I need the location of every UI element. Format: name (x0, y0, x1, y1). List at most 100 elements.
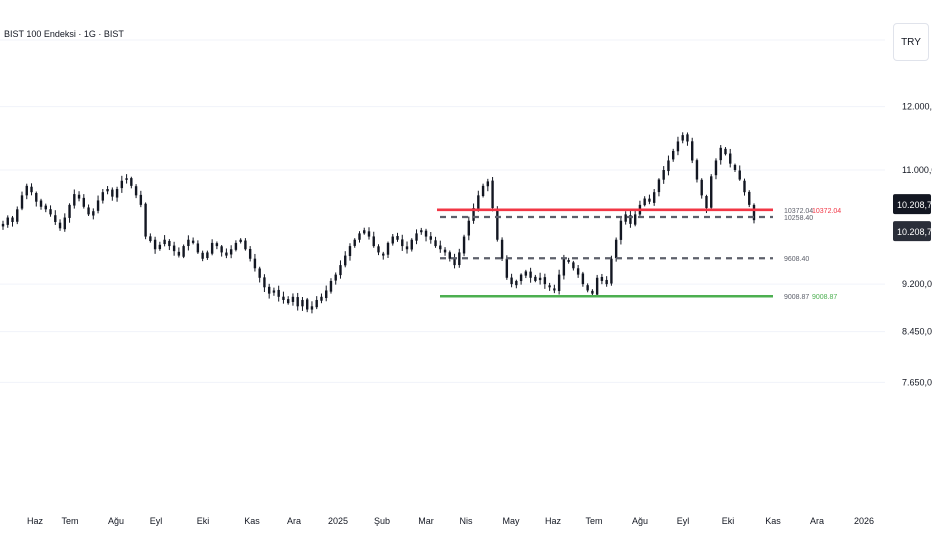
candle-body (591, 290, 594, 294)
candle-body (296, 297, 299, 307)
candle-body (486, 181, 490, 187)
candle-body (11, 217, 14, 222)
level-label: 9608.40 (784, 256, 809, 263)
candle-body (652, 192, 656, 203)
candle-body (244, 240, 247, 250)
x-tick-label: Eyl (677, 516, 690, 526)
candle-body (320, 296, 323, 301)
candle-body (348, 246, 352, 256)
candle-body (234, 242, 238, 250)
candle-body (20, 195, 24, 209)
y-tick-label: 7.650,00 (902, 377, 932, 387)
candle-body (163, 239, 166, 245)
candle-body (748, 191, 751, 205)
x-tick-label: Mar (418, 516, 434, 526)
candle-body (386, 242, 390, 255)
candle-body (624, 214, 627, 222)
x-tick-label: 2025 (328, 516, 348, 526)
candle-body (671, 150, 675, 160)
candle-body (491, 180, 494, 209)
candle-body (182, 246, 185, 257)
candle-body (49, 209, 52, 215)
candle-body (524, 271, 528, 276)
candle-body (439, 245, 442, 250)
candle-body (16, 209, 19, 222)
candle-body (177, 251, 181, 256)
candle-body (481, 185, 485, 196)
candle-body (548, 285, 551, 288)
candle-body (572, 262, 575, 269)
candle-body (562, 258, 566, 276)
candle-body (92, 211, 95, 216)
level-label: 9008.87 (784, 294, 809, 301)
candle-body (68, 204, 71, 218)
candle-body (586, 285, 589, 291)
level-label: 10372.04 (812, 208, 841, 215)
candle-body (401, 239, 404, 247)
candle-body (405, 246, 409, 250)
candle-body (600, 276, 604, 281)
x-tick-label: May (502, 516, 520, 526)
candle-body (329, 280, 333, 292)
candle-body (415, 233, 418, 241)
candle-body (367, 231, 371, 237)
candle-body (282, 296, 285, 300)
last-price-badge (893, 194, 931, 215)
candle-body (743, 180, 746, 193)
candle-body (372, 236, 375, 247)
candle-body (263, 277, 266, 288)
candle-body (187, 239, 190, 246)
candle-body (325, 290, 328, 299)
candle-body (267, 286, 271, 294)
candle-body (353, 239, 356, 246)
candle-body (39, 200, 43, 207)
candle-body (619, 220, 623, 240)
x-tick-label: Tem (61, 516, 78, 526)
candle-body (196, 243, 200, 253)
candle-body (210, 242, 214, 254)
candle-body (172, 245, 176, 252)
last-price-label: 10.208,76 (897, 200, 932, 210)
candle-body (710, 176, 713, 208)
candle-body (382, 253, 385, 256)
currency-button[interactable]: TRY (893, 23, 929, 61)
candle-body (610, 258, 613, 284)
x-tick-label: Ara (287, 516, 301, 526)
symbol-title: BIST 100 Endeksi · 1G · BIST (4, 29, 124, 39)
candle-body (724, 148, 727, 155)
candle-body (115, 189, 119, 198)
candle-body (434, 240, 437, 247)
candle-body (657, 179, 661, 193)
candle-body (286, 299, 290, 304)
candle-body (705, 196, 708, 209)
candle-body (695, 160, 699, 180)
candle-body (206, 252, 209, 259)
x-tick-label: 2026 (854, 516, 874, 526)
candle-body (534, 276, 537, 281)
candle-body (614, 239, 618, 259)
last-price-badge (893, 221, 931, 242)
y-tick-label: 9.200,00 (902, 279, 932, 289)
candle-body (134, 186, 138, 196)
candle-body (700, 179, 703, 196)
x-tick-label: Eki (722, 516, 735, 526)
y-tick-label: 12.000,00 (902, 102, 932, 112)
candle-body (30, 186, 33, 193)
candle-body (87, 207, 90, 215)
candle-body (633, 214, 637, 225)
candle-body (35, 193, 38, 202)
candle-body (77, 194, 81, 199)
candle-body (44, 205, 47, 210)
candle-body (662, 170, 665, 180)
candle-body (139, 194, 143, 205)
candle-body (248, 248, 252, 259)
candle-body (410, 239, 413, 250)
candle-body (477, 195, 480, 210)
candle-body (258, 268, 261, 278)
candle-body (396, 235, 399, 240)
candle-body (714, 160, 718, 176)
y-tick-label: 11.000,00 (902, 165, 932, 175)
candle-body (676, 141, 680, 152)
